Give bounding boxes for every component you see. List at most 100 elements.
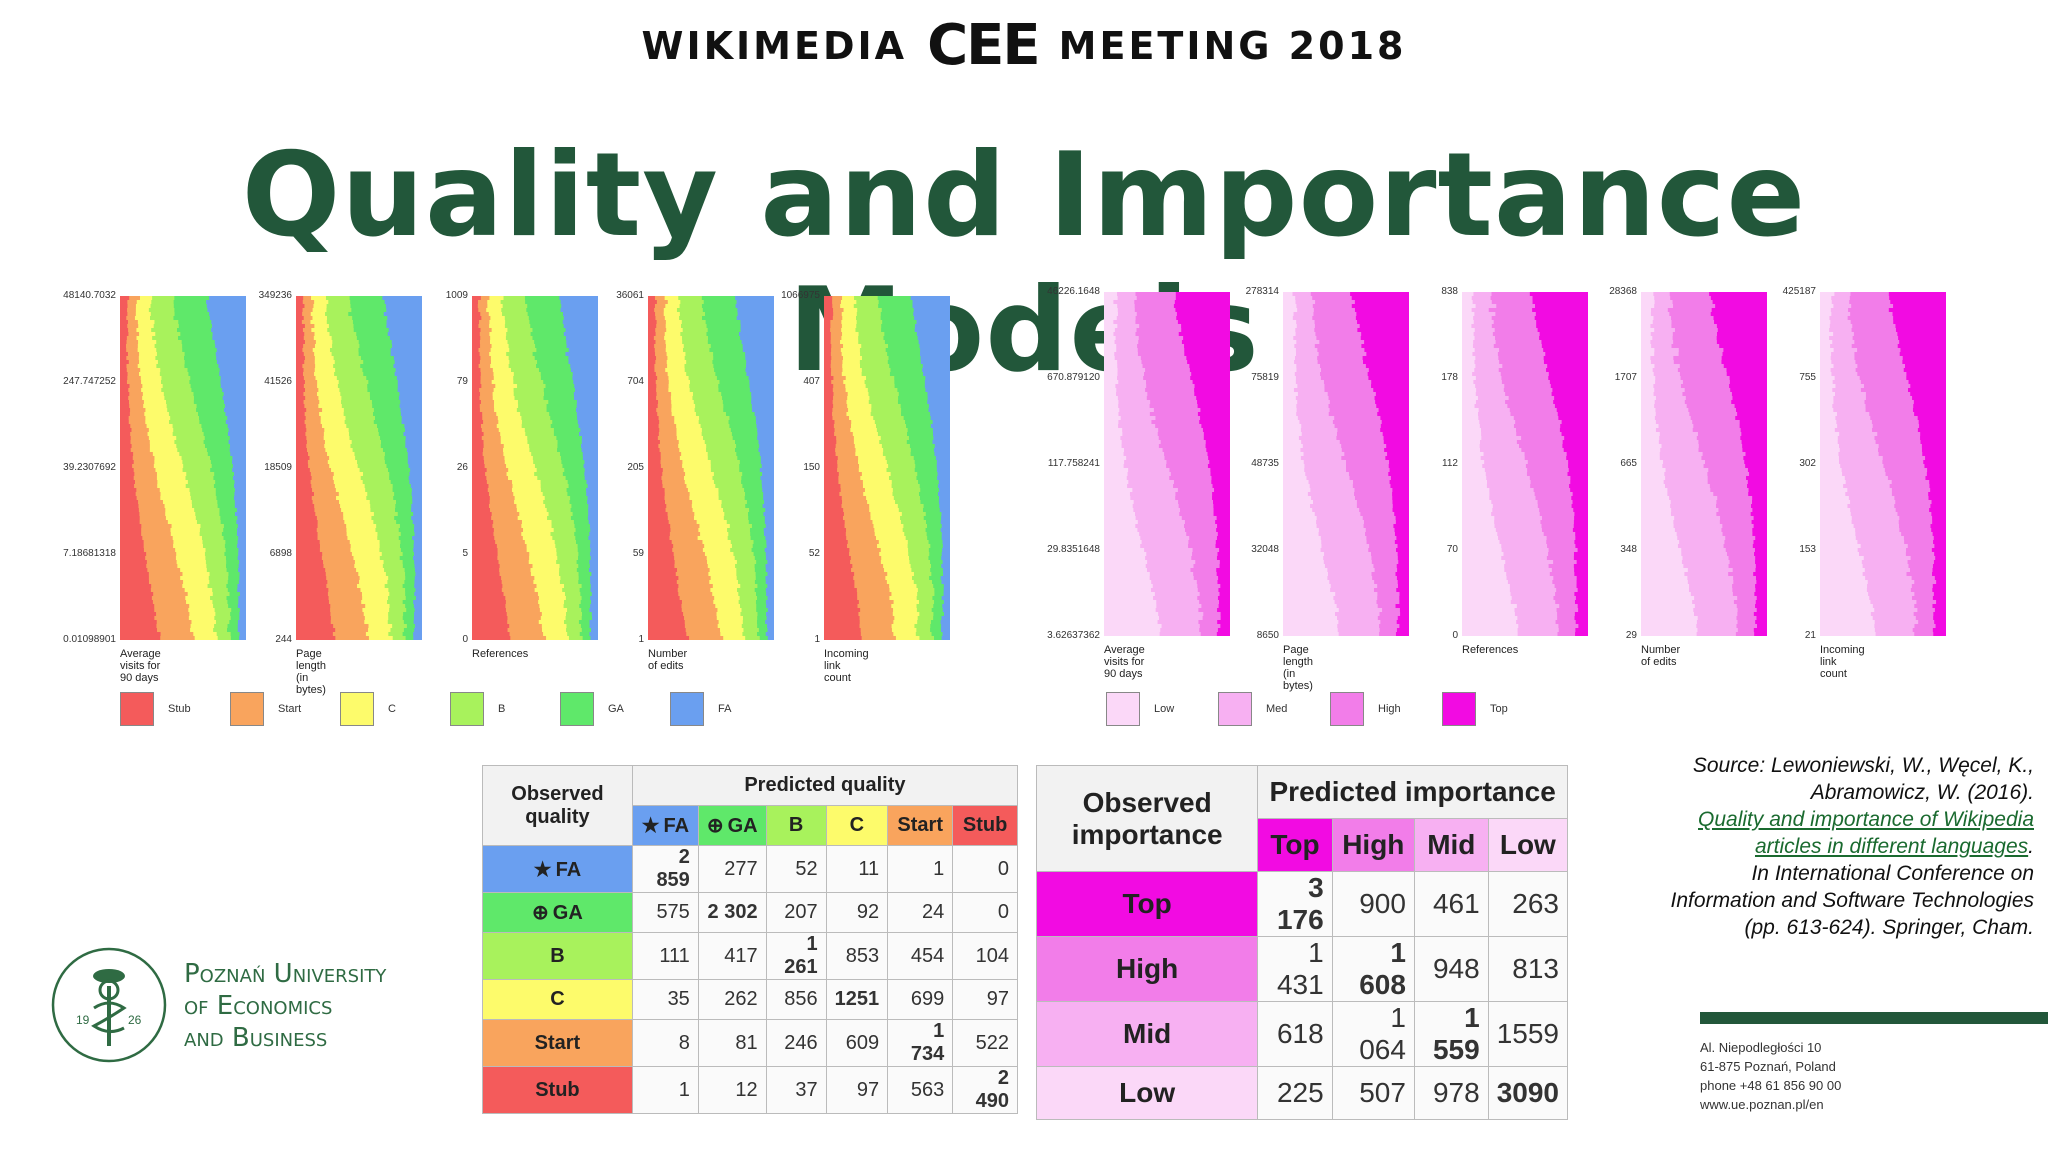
table-cell: 1 bbox=[887, 845, 954, 893]
row-header-high: High bbox=[1035, 936, 1259, 1002]
axis-tick-label: 70 bbox=[1446, 544, 1458, 555]
legend-item: High bbox=[1330, 692, 1401, 726]
table-cell: 246 bbox=[765, 1019, 827, 1067]
table-cell: 522 bbox=[952, 1019, 1018, 1067]
table-cell: 2 490 bbox=[952, 1066, 1018, 1114]
table-cell: 1 608 bbox=[1331, 936, 1415, 1002]
table-cell: 8 bbox=[631, 1019, 699, 1067]
row-header-label: FA bbox=[555, 858, 582, 881]
axis-tick-label: 32048 bbox=[1251, 544, 1279, 555]
quality-confusion-table: Observed quality Predicted quality ★ FA ⊕ GA B… bbox=[482, 765, 1019, 1114]
source-line-1: Source: Lewoniewski, W., Węcel, K., bbox=[1692, 754, 2034, 777]
column-header-label: Mid bbox=[1427, 829, 1476, 860]
table-cell: 948 bbox=[1413, 936, 1489, 1002]
row-header-stub: Stub bbox=[482, 1066, 633, 1114]
table-cell: 1 734 bbox=[887, 1019, 954, 1067]
table-cell: 12 bbox=[697, 1066, 767, 1114]
table-cell: 856 bbox=[765, 979, 827, 1020]
axis-tick-label: 52 bbox=[808, 548, 820, 559]
table-cell: 507 bbox=[1331, 1066, 1415, 1120]
plot-axis-label: Average visits for 90 days bbox=[120, 648, 161, 684]
axis-tick-label: 244 bbox=[275, 634, 292, 645]
axis-tick-label: 349236 bbox=[258, 290, 292, 301]
university-address: Al. Niepodległości 10 61-875 Poznań, Pol… bbox=[1700, 1038, 1841, 1114]
axis-tick-label: 755 bbox=[1799, 372, 1816, 383]
seal-year-right: 26 bbox=[128, 1013, 142, 1027]
legend-swatch bbox=[1106, 692, 1140, 726]
source-line-2: Abramowicz, W. (2016). bbox=[1810, 781, 2034, 804]
column-header-label: High bbox=[1342, 829, 1405, 860]
legend-item: B bbox=[450, 692, 505, 726]
axis-tick-label: 665 bbox=[1620, 458, 1637, 469]
legend-swatch bbox=[1218, 692, 1252, 726]
table-cell: 97 bbox=[952, 979, 1018, 1020]
cee-logo: CEE bbox=[927, 13, 1041, 78]
predicted-header: Predicted importance bbox=[1257, 765, 1568, 819]
observed-header: Observed importance bbox=[1035, 765, 1259, 872]
plot-axis-label: Number of edits bbox=[1641, 644, 1681, 668]
plot-axis-label: Incoming link count bbox=[1820, 644, 1865, 680]
table-cell: 52 bbox=[765, 845, 827, 893]
plot-axis-label: References bbox=[1462, 644, 1519, 656]
university-name-line-2: of Economics bbox=[184, 991, 333, 1021]
column-header-label: FA bbox=[663, 815, 690, 837]
row-header-fa: ★ FA bbox=[482, 845, 633, 893]
address-line-3: phone +48 61 856 90 00 bbox=[1700, 1078, 1842, 1093]
legend-label: Stub bbox=[168, 703, 191, 715]
column-header-label: Top bbox=[1270, 829, 1320, 860]
legend-label: FA bbox=[718, 703, 732, 715]
legend-item: Top bbox=[1442, 692, 1508, 726]
axis-tick-label: 41526 bbox=[264, 376, 292, 387]
source-link-line-1[interactable]: Quality and importance of Wikipedia bbox=[1698, 808, 2034, 831]
axis-tick-label: 348 bbox=[1620, 544, 1637, 555]
university-seal-icon: 19 26 bbox=[50, 946, 168, 1064]
column-header-fa: ★ FA bbox=[631, 805, 699, 846]
legend-item: Stub bbox=[120, 692, 191, 726]
axis-tick-label: 79 bbox=[456, 376, 468, 387]
axis-tick-label: 39.2307692 bbox=[63, 462, 116, 473]
table-cell: 417 bbox=[697, 932, 767, 980]
plot-axis-label: References bbox=[472, 648, 529, 660]
table-cell: 81 bbox=[697, 1019, 767, 1067]
column-header-label: GA bbox=[727, 815, 758, 837]
row-header-label: B bbox=[550, 944, 565, 967]
address-line-1: Al. Niepodległości 10 bbox=[1700, 1040, 1822, 1055]
axis-tick-label: 5 bbox=[462, 548, 468, 559]
axis-tick-label: 36061 bbox=[616, 290, 644, 301]
axis-tick-label: 302 bbox=[1799, 458, 1816, 469]
axis-tick-label: 26 bbox=[456, 462, 468, 473]
plot-axis-label: Incoming link count bbox=[824, 648, 869, 684]
table-row: ★ FA 2 859 277 52 11 1 0 bbox=[482, 845, 1018, 893]
axis-tick-label: 407 bbox=[803, 376, 820, 387]
axis-tick-label: 425187 bbox=[1782, 286, 1816, 297]
source-link-line-2[interactable]: articles in different languages bbox=[1754, 835, 2029, 858]
axis-tick-label: 1 bbox=[814, 634, 820, 645]
table-cell: 1 559 bbox=[1413, 1001, 1489, 1067]
table-cell: 2 859 bbox=[631, 845, 699, 893]
plot-axis-label: Number of edits bbox=[648, 648, 688, 672]
table-row: Stub 1 12 37 97 563 2 490 bbox=[482, 1066, 1018, 1114]
column-header-start: Start bbox=[887, 805, 954, 846]
table-cell: 618 bbox=[1257, 1001, 1333, 1067]
address-line-2: 61-875 Poznań, Poland bbox=[1700, 1059, 1836, 1074]
legend-label: GA bbox=[608, 703, 624, 715]
row-header-b: B bbox=[482, 932, 633, 980]
legend-item: Med bbox=[1218, 692, 1287, 726]
stacked-band-plot bbox=[1104, 292, 1230, 636]
table-cell: 0 bbox=[952, 892, 1018, 933]
axis-tick-label: 150 bbox=[803, 462, 820, 473]
axis-tick-label: 6898 bbox=[269, 548, 292, 559]
axis-tick-label: 48735 bbox=[1251, 458, 1279, 469]
column-header-label: C bbox=[849, 814, 865, 836]
stacked-band-plot bbox=[120, 296, 246, 640]
table-cell: 37 bbox=[765, 1066, 827, 1114]
legend-label: C bbox=[388, 703, 396, 715]
table-row: Start 8 81 246 609 1 734 522 bbox=[482, 1019, 1018, 1067]
table-row: Low 225 507 978 3090 bbox=[1035, 1066, 1569, 1120]
legend-label: Start bbox=[278, 703, 302, 715]
legend-item: C bbox=[340, 692, 396, 726]
column-header-b: B bbox=[765, 805, 827, 846]
plus-circle-icon: ⊕ bbox=[532, 902, 549, 924]
axis-tick-label: 28368 bbox=[1609, 286, 1637, 297]
row-header-label: Mid bbox=[1123, 1018, 1172, 1049]
